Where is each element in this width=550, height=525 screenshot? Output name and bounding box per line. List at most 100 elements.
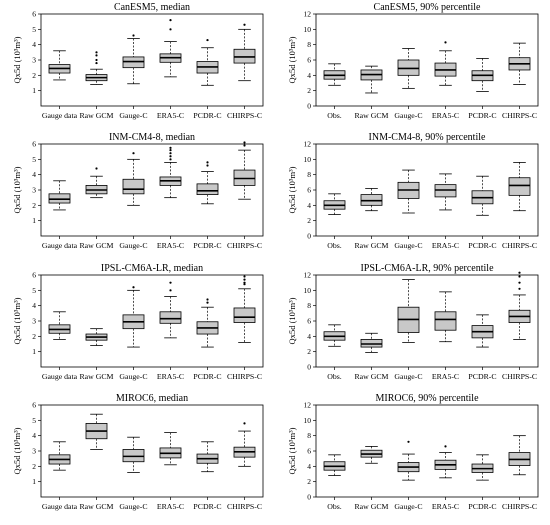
outlier-point	[169, 149, 172, 152]
box-6	[508, 161, 531, 212]
y-tick-label: 5	[32, 416, 36, 425]
x-tick-label: Raw GCM	[79, 372, 113, 381]
y-tick-label: 4	[32, 40, 36, 49]
x-tick-label: Gauge data	[42, 241, 78, 250]
y-tick-label: 2	[307, 347, 311, 356]
x-tick-label: ERA5-C	[157, 372, 184, 381]
y-tick-label: 2	[32, 201, 36, 210]
outlier-point	[444, 41, 447, 44]
x-tick-label: Gauge data	[42, 502, 78, 511]
plot-frame	[315, 274, 539, 368]
box-3	[122, 34, 145, 85]
y-tick-label: 8	[307, 301, 311, 310]
y-tick-label: 6	[32, 271, 36, 280]
x-tick-label: Gauge-C	[119, 241, 147, 250]
y-tick-label: 3	[32, 56, 36, 65]
box-2	[85, 413, 108, 450]
x-tick-label: Gauge-C	[119, 372, 147, 381]
y-tick-label: 1	[32, 347, 36, 356]
x-tick-label: Raw GCM	[79, 241, 113, 250]
y-tick-label: 6	[32, 140, 36, 149]
box-5	[196, 441, 219, 473]
x-tick-label: CHIRPS-C	[502, 502, 537, 511]
y-axis-label: Qx5d (10³m³)	[12, 166, 22, 213]
x-tick-label: CHIRPS-C	[227, 502, 262, 511]
panel-5: IPSL-CM6A-LR, median 1 2 3 4 5 6 Qx5d (10³m³) Ga…	[12, 263, 264, 381]
y-tick-label: 12	[304, 10, 312, 19]
iqr-box	[122, 178, 145, 195]
y-tick-label: 6	[307, 447, 311, 456]
box-4	[434, 41, 457, 86]
box-2	[360, 332, 383, 353]
x-tick-label: Gauge-C	[394, 372, 422, 381]
outlier-point	[243, 23, 246, 26]
box-3	[122, 152, 145, 206]
box-3	[122, 436, 145, 473]
panel-title: CanESM5, 90% percentile	[374, 2, 481, 13]
panel-title: CanESM5, median	[114, 2, 190, 13]
y-tick-label: 0	[307, 232, 311, 241]
x-tick-label: Gauge-C	[119, 502, 147, 511]
box-2	[360, 445, 383, 464]
x-tick-label: PCDR-C	[193, 372, 221, 381]
y-tick-label: 0	[307, 493, 311, 502]
x-tick-label: CHIRPS-C	[227, 241, 262, 250]
outlier-point	[243, 278, 246, 281]
outlier-point	[169, 28, 172, 31]
y-tick-label: 4	[307, 462, 311, 471]
y-tick-label: 6	[307, 186, 311, 195]
x-tick-label: ERA5-C	[432, 372, 459, 381]
box-4	[159, 432, 182, 466]
panel-title: INM-CM4-8, median	[109, 132, 195, 143]
outlier-point	[206, 298, 209, 301]
y-tick-label: 2	[32, 332, 36, 341]
plot-frame	[315, 404, 539, 498]
plot-frame	[40, 404, 264, 498]
box-2	[85, 328, 108, 346]
x-tick-label: PCDR-C	[193, 502, 221, 511]
box-3	[397, 440, 420, 481]
y-tick-label: 1	[32, 216, 36, 225]
plot-frame	[40, 13, 264, 107]
box-5	[196, 298, 219, 348]
outlier-point	[169, 158, 172, 161]
box-5	[471, 314, 494, 348]
box-1	[48, 50, 71, 81]
outlier-point	[95, 61, 98, 65]
x-tick-label: PCDR-C	[193, 111, 221, 120]
y-axis-label: Qx5d (10³m³)	[287, 427, 297, 474]
y-axis-label: Qx5d (10³m³)	[287, 36, 297, 83]
y-axis-label: Qx5d (10³m³)	[12, 427, 22, 474]
x-tick-label: PCDR-C	[193, 241, 221, 250]
x-tick-label: Obs.	[327, 372, 342, 381]
box-4	[159, 19, 182, 78]
y-tick-label: 4	[32, 301, 36, 310]
y-tick-label: 2	[32, 462, 36, 471]
y-tick-label: 3	[32, 317, 36, 326]
outlier-point	[243, 281, 246, 284]
x-tick-label: Gauge-C	[119, 111, 147, 120]
x-tick-label: Raw GCM	[79, 111, 113, 120]
outlier-point	[407, 440, 410, 443]
y-tick-label: 6	[307, 317, 311, 326]
y-tick-label: 12	[304, 140, 312, 149]
box-5	[471, 175, 494, 216]
y-tick-label: 4	[32, 170, 36, 179]
outlier-point	[169, 146, 172, 149]
outlier-point	[518, 271, 521, 274]
outlier-point	[132, 152, 135, 155]
y-tick-label: 1	[32, 86, 36, 95]
box-5	[196, 161, 219, 205]
box-5	[196, 38, 219, 86]
box-4	[159, 281, 182, 339]
y-tick-label: 8	[307, 40, 311, 49]
iqr-box	[508, 177, 531, 196]
y-tick-label: 4	[307, 332, 311, 341]
x-tick-label: PCDR-C	[468, 111, 496, 120]
x-tick-label: Raw GCM	[79, 502, 113, 511]
box-5	[471, 454, 494, 481]
box-1	[323, 454, 346, 476]
y-tick-label: 5	[32, 25, 36, 34]
box-4	[159, 146, 182, 199]
